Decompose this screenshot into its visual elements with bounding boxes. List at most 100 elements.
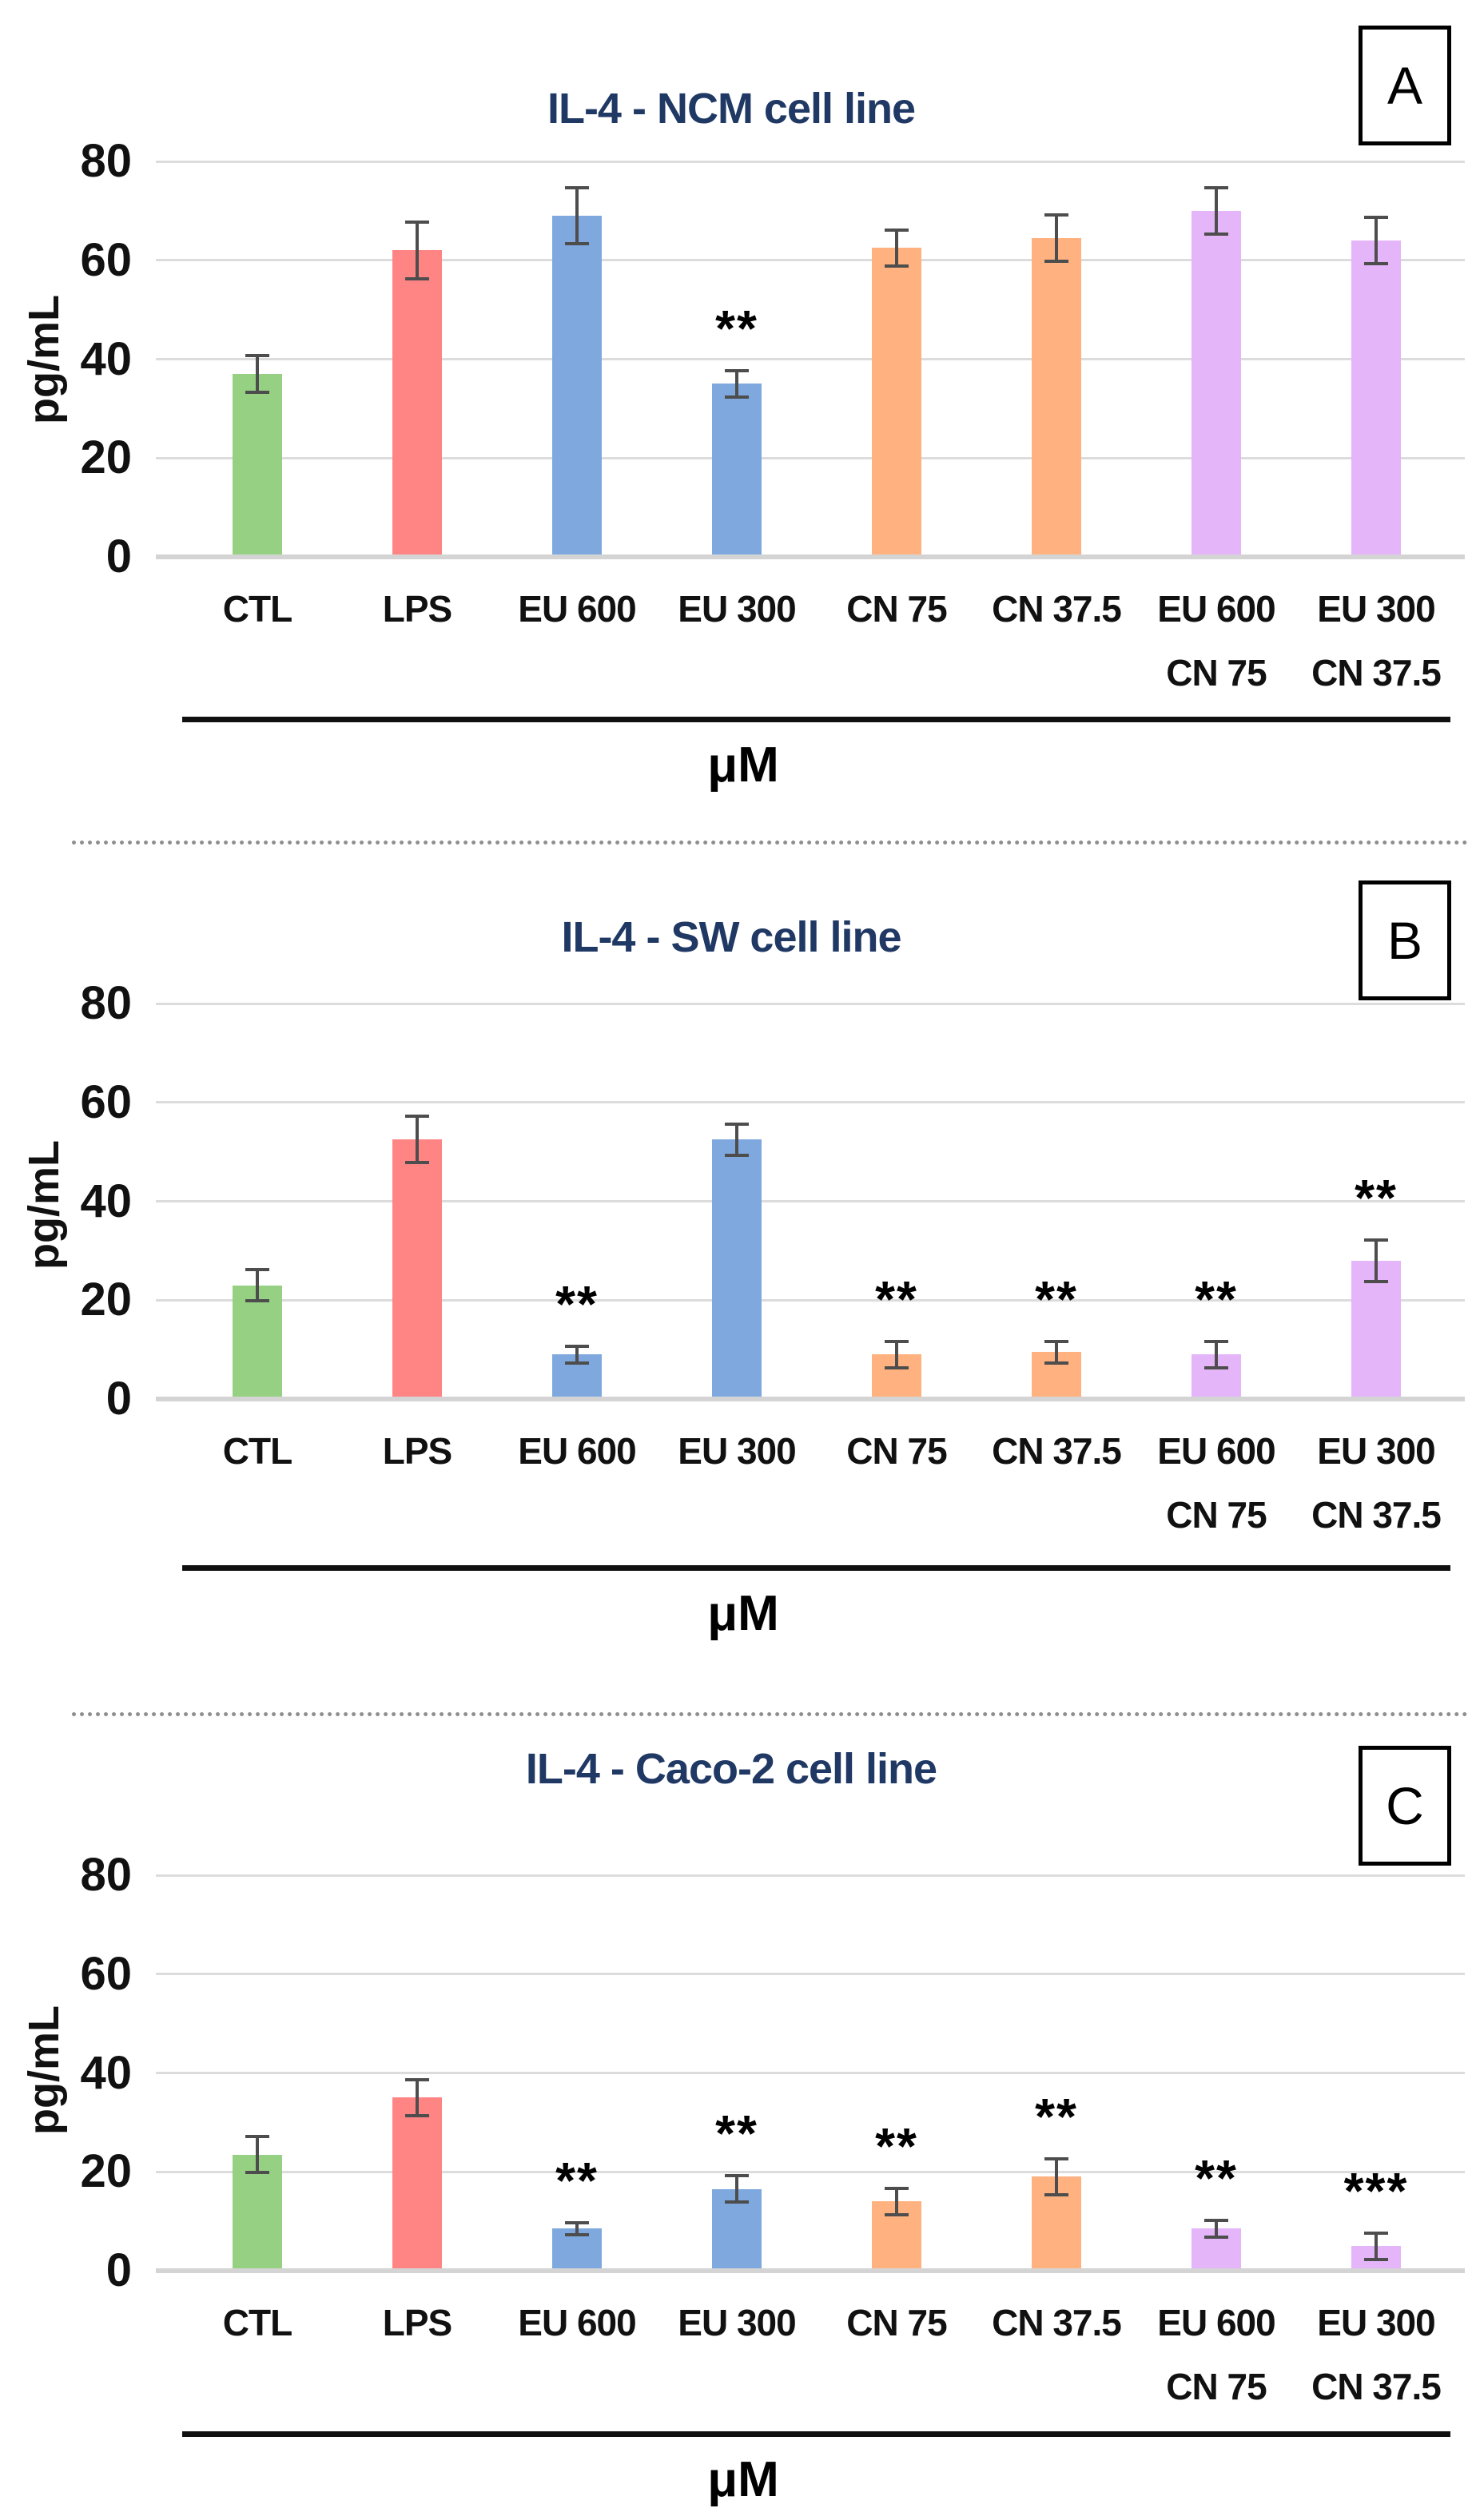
error-bar-cap-bottom <box>1204 2235 1228 2239</box>
bar-eu-600 <box>552 216 602 557</box>
y-tick-label: 40 <box>80 2046 132 2099</box>
panel-b: IL-4 - SW cell line B 0 20 40 60 80 CTL LPS ** E… <box>0 842 1468 1714</box>
x-tick-label: EU 600 CN 75 <box>1157 2302 1275 2407</box>
error-bar-cap-top <box>725 1122 749 1126</box>
error-bar-cap-top <box>725 2174 749 2178</box>
panel-letter-box: C <box>1359 1746 1451 1866</box>
error-bar-line <box>1215 1339 1218 1369</box>
y-tick-label: 60 <box>80 1947 132 2000</box>
error-bar-line <box>575 185 579 246</box>
y-axis-title-wrap: pg/mL <box>0 161 88 557</box>
error-bar-line <box>575 1344 579 1365</box>
chart-area: 0 20 40 60 80 CTL LPS ** EU 600 EU 300 ** CN 75 ** CN… <box>0 842 1468 1714</box>
x-tick-label: EU 600 <box>518 588 636 630</box>
significance-stars: ** <box>1035 1270 1078 1328</box>
y-tick-label: 60 <box>80 1075 132 1128</box>
x-tick-label: EU 300 <box>678 1430 796 1472</box>
error-bar-cap-top <box>405 221 429 225</box>
error-bar-cap-top <box>1364 216 1388 220</box>
panel-letter: A <box>1386 56 1423 115</box>
x-axis-baseline <box>156 2268 1465 2273</box>
chart-area: 0 20 40 60 80 CTL LPS EU 600 ** EU 300 CN 75 CN 37.… <box>0 0 1468 842</box>
error-bar-line <box>416 2077 419 2118</box>
bar-lps <box>392 250 442 557</box>
x-tick-label: CTL <box>222 588 292 630</box>
panel-title: IL-4 - Caco-2 cell line <box>525 1745 937 1793</box>
y-tick-label: 20 <box>80 2145 132 2198</box>
gridline <box>156 1298 1465 1302</box>
y-tick-label: 80 <box>80 977 132 1029</box>
gridline <box>156 1101 1465 1104</box>
bar-lps <box>392 1139 442 1399</box>
error-bar-cap-top <box>405 2077 429 2081</box>
error-bar-cap-bottom <box>405 1161 429 1165</box>
error-bar-cap-bottom <box>405 276 429 280</box>
gridline <box>156 1874 1465 1877</box>
x-tick-label: LPS <box>382 2302 452 2343</box>
panel-separator <box>72 841 1468 845</box>
chart-area: 0 20 40 60 80 CTL LPS ** EU 600 ** EU 300 ** CN 75 **… <box>0 1714 1468 2520</box>
gridline <box>156 259 1465 262</box>
error-bar-cap-top <box>1364 2231 1388 2235</box>
error-bar-cap-bottom <box>565 1361 589 1365</box>
y-axis-title: pg/mL <box>20 2005 69 2135</box>
error-bar-cap-top <box>1044 2156 1068 2160</box>
error-bar-line <box>895 228 898 268</box>
error-bar-cap-top <box>1044 1339 1068 1343</box>
gridline <box>156 1200 1465 1202</box>
bar-eu-300 <box>712 384 762 557</box>
y-axis-title-wrap: pg/mL <box>0 1872 88 2268</box>
bar-lps <box>392 2097 442 2271</box>
x-axis-group-line <box>182 717 1450 722</box>
error-bar-line <box>1215 185 1218 236</box>
error-bar-cap-bottom <box>405 2114 429 2118</box>
panel-letter: B <box>1386 911 1423 970</box>
error-bar-cap-bottom <box>1364 261 1388 265</box>
error-bar-cap-top <box>1204 1339 1228 1343</box>
error-bar-line <box>735 368 738 399</box>
gridline <box>156 2170 1465 2173</box>
bar-eu-300 <box>712 1139 762 1399</box>
y-tick-label: 0 <box>105 1373 132 1425</box>
y-tick-label: 80 <box>80 1849 132 1901</box>
gridline <box>156 456 1465 459</box>
x-axis-group-line <box>182 2431 1450 2437</box>
x-axis-group-label: μM <box>707 1586 779 1641</box>
error-bar-line <box>1055 213 1058 263</box>
y-tick-label: 0 <box>105 2244 132 2296</box>
significance-stars: ** <box>1355 1168 1398 1226</box>
y-tick-label: 40 <box>80 1175 132 1227</box>
panel-letter-box: B <box>1359 880 1451 1000</box>
error-bar-line <box>1375 1238 1378 1283</box>
x-tick-label: CTL <box>222 2302 292 2343</box>
y-tick-label: 80 <box>80 135 132 187</box>
x-tick-label: EU 300 CN 37.5 <box>1311 588 1442 694</box>
significance-stars: ** <box>715 2105 758 2163</box>
significance-stars: ** <box>715 299 758 357</box>
x-axis-group-label: μM <box>707 2452 779 2507</box>
error-bar-line <box>575 2221 579 2236</box>
error-bar-cap-top <box>405 1115 429 1119</box>
error-bar-cap-top <box>725 368 749 372</box>
panel-a: IL-4 - NCM cell line A 0 20 40 60 80 CTL LPS EU… <box>0 0 1468 842</box>
y-axis-title-wrap: pg/mL <box>0 1007 88 1402</box>
significance-stars: ** <box>1195 1270 1238 1328</box>
bar-ctl <box>233 1285 282 1399</box>
gridline <box>156 358 1465 360</box>
panel-letter-box: A <box>1359 26 1451 145</box>
error-bar-line <box>1055 2156 1058 2197</box>
x-tick-label: EU 600 CN 75 <box>1157 588 1275 694</box>
error-bar-line <box>735 2174 738 2204</box>
panel-letter: C <box>1386 1776 1424 1835</box>
x-axis-baseline <box>156 1397 1465 1401</box>
y-axis-title: pg/mL <box>20 1139 69 1270</box>
x-axis-group-label: μM <box>707 737 779 793</box>
error-bar-line <box>895 2186 898 2216</box>
y-tick-label: 0 <box>105 531 132 582</box>
error-bar-cap-top <box>245 354 269 358</box>
error-bar-cap-top <box>245 1268 269 1272</box>
error-bar-cap-top <box>1204 185 1228 189</box>
error-bar-line <box>1055 1339 1058 1365</box>
x-axis-group-line <box>182 1565 1450 1571</box>
